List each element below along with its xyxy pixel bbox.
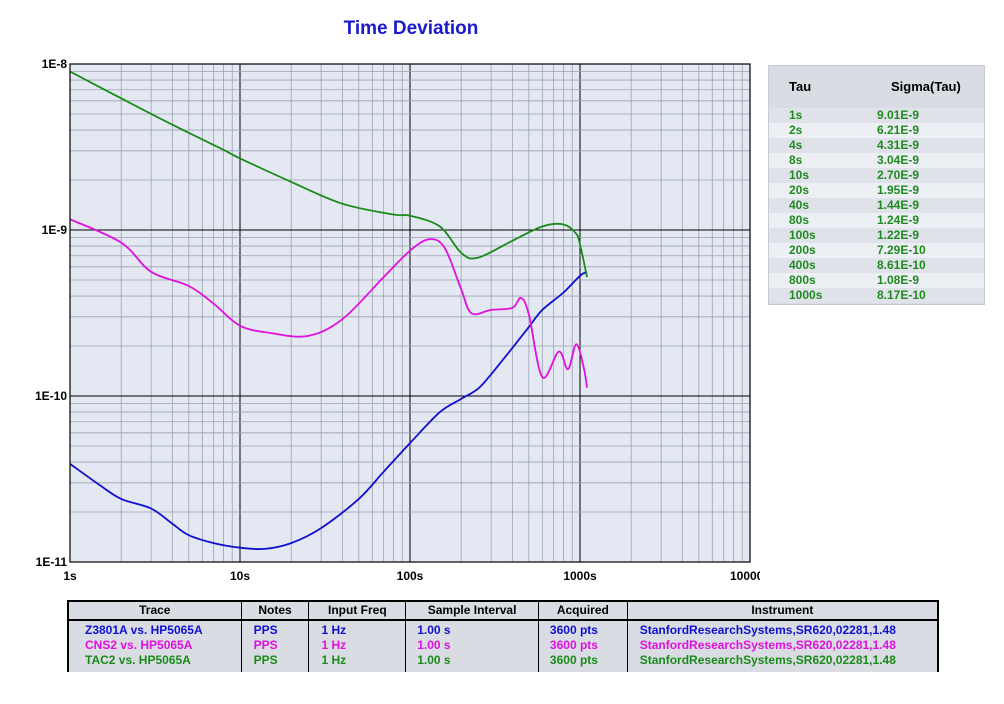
y-tick-label: 1E-8 xyxy=(42,57,68,71)
tau-value: 2s xyxy=(789,123,803,137)
tau-row: 10s 2.70E-9 xyxy=(769,168,984,183)
x-axis-ticks: 1s 10s 100s 1000s 10000s xyxy=(63,569,760,583)
header-acquired: Acquired xyxy=(539,602,628,619)
instrument-column: StanfordResearchSystems,SR620,02281,1.48… xyxy=(628,621,937,672)
tau-row: 4s 4.31E-9 xyxy=(769,138,984,153)
trace-cell-sample-interval: 1.00 s xyxy=(417,623,451,637)
chart-title: Time Deviation xyxy=(343,18,479,39)
tau-row: 20s 1.95E-9 xyxy=(769,183,984,198)
tau-value: 100s xyxy=(789,228,816,242)
series-line-1 xyxy=(69,270,588,551)
trace-cell-trace: CNS2 vs. HP5065A xyxy=(85,638,193,652)
trace-cell-acquired: 3600 pts xyxy=(549,638,598,652)
sigma-value: 8.61E-10 xyxy=(877,258,926,272)
sigma-value: 4.31E-9 xyxy=(877,138,920,152)
sigma-value: 8.17E-10 xyxy=(877,288,926,302)
sigma-value: 2.70E-9 xyxy=(877,168,920,182)
sigma-value: 7.29E-10 xyxy=(877,243,926,257)
tau-value: 40s xyxy=(789,198,810,212)
tau-value: 200s xyxy=(789,243,816,257)
tau-value: 400s xyxy=(789,258,816,272)
trace-cell-trace: Z3801A vs. HP5065A xyxy=(85,623,203,637)
y-tick-label: 1E-9 xyxy=(42,223,68,237)
trace-cell-input-freq: 1 Hz xyxy=(321,623,347,637)
trace-cell-input-freq: 1 Hz xyxy=(321,653,347,667)
sigma-value: 6.21E-9 xyxy=(877,123,920,137)
sample-interval-column: 1.00 s 1.00 s 1.00 s xyxy=(406,621,539,672)
x-tick-label: 10s xyxy=(230,569,250,583)
sigma-value: 3.04E-9 xyxy=(877,153,920,167)
tau-row: 40s 1.44E-9 xyxy=(769,198,984,213)
tau-value: 20s xyxy=(789,183,810,197)
y-axis-ticks: 1E-8 1E-9 1E-10 1E-11 xyxy=(35,57,67,569)
tau-row: 100s 1.22E-9 xyxy=(769,228,984,243)
plot-frame xyxy=(69,63,751,563)
series-layer xyxy=(69,70,588,551)
sigma-header: Sigma(Tau) xyxy=(891,78,961,94)
series-line-3 xyxy=(69,70,588,278)
trace-cell-instrument: StanfordResearchSystems,SR620,02281,1.48 xyxy=(639,653,896,667)
x-tick-label: 1000s xyxy=(563,569,597,583)
trace-cell-acquired: 3600 pts xyxy=(549,653,598,667)
tau-value: 80s xyxy=(789,213,810,227)
trace-cell-notes: PPS xyxy=(253,623,278,637)
tau-value: 4s xyxy=(789,138,803,152)
sigma-value: 9.01E-9 xyxy=(877,108,920,122)
series-line-2 xyxy=(69,218,588,388)
tau-value: 1000s xyxy=(789,288,823,302)
sigma-value: 1.24E-9 xyxy=(877,213,920,227)
trace-table-header: Trace Notes Input Freq Sample Interval A… xyxy=(69,602,937,621)
header-sample-interval: Sample Interval xyxy=(406,602,539,619)
header-instrument: Instrument xyxy=(751,603,814,617)
tau-header: Tau xyxy=(789,78,812,94)
tau-value: 800s xyxy=(789,273,816,287)
trace-cell-acquired: 3600 pts xyxy=(549,623,598,637)
x-tick-label: 1s xyxy=(63,569,77,583)
tau-row: 1000s 8.17E-10 xyxy=(769,288,984,303)
plot-area: 1s 10s 100s 1000s 10000s 1E-8 1E-9 1E-10 1E-11 xyxy=(35,57,760,583)
trace-cell-notes: PPS xyxy=(253,653,278,667)
trace-cell-notes: PPS xyxy=(253,638,278,652)
trace-cell-input-freq: 1 Hz xyxy=(321,638,347,652)
y-tick-label: 1E-11 xyxy=(36,555,68,569)
header-trace: Trace xyxy=(69,602,242,619)
tau-sigma-table: Tau Sigma(Tau) 1s 9.01E-9 2s 6.21E-9 4s 4.31E… xyxy=(768,65,985,305)
tau-row: 80s 1.24E-9 xyxy=(769,213,984,228)
tau-value: 8s xyxy=(789,153,803,167)
trace-cell-sample-interval: 1.00 s xyxy=(417,638,451,652)
x-tick-label: 100s xyxy=(397,569,424,583)
tau-table-header: Tau Sigma(Tau) xyxy=(769,66,984,106)
trace-table: Trace Notes Input Freq Sample Interval A… xyxy=(67,600,939,672)
trace-column: Z3801A vs. HP5065A CNS2 vs. HP5065A TAC2 v… xyxy=(69,621,242,672)
x-tick-label: 10000s xyxy=(730,569,760,583)
trace-cell-instrument: StanfordResearchSystems,SR620,02281,1.48 xyxy=(639,623,896,637)
acquired-column: 3600 pts 3600 pts 3600 pts xyxy=(539,621,628,672)
tau-value: 1s xyxy=(789,108,803,122)
tau-row: 1s 9.01E-9 xyxy=(769,108,984,123)
sigma-value: 1.22E-9 xyxy=(877,228,920,242)
tau-row: 2s 6.21E-9 xyxy=(769,123,984,138)
tau-value: 10s xyxy=(789,168,810,182)
y-tick-label: 1E-10 xyxy=(35,389,67,403)
tau-table-rows: 1s 9.01E-9 2s 6.21E-9 4s 4.31E-9 8s 3.04E-9 10s 2… xyxy=(769,108,984,303)
tau-row: 800s 1.08E-9 xyxy=(769,273,984,288)
sigma-value: 1.44E-9 xyxy=(877,198,920,212)
header-notes: Notes xyxy=(242,602,310,619)
trace-cell-instrument: StanfordResearchSystems,SR620,02281,1.48 xyxy=(639,638,896,652)
sigma-value: 1.08E-9 xyxy=(877,273,920,287)
trace-table-body: Z3801A vs. HP5065A CNS2 vs. HP5065A TAC2 v… xyxy=(69,621,937,672)
trace-cell-sample-interval: 1.00 s xyxy=(417,653,451,667)
header-input-freq: Input Freq xyxy=(309,602,407,619)
tau-row: 200s 7.29E-10 xyxy=(769,243,984,258)
tau-row: 400s 8.61E-10 xyxy=(769,258,984,273)
tau-row: 8s 3.04E-9 xyxy=(769,153,984,168)
notes-column: PPS PPS PPS xyxy=(242,621,310,672)
input-freq-column: 1 Hz 1 Hz 1 Hz xyxy=(309,621,407,672)
sigma-value: 1.95E-9 xyxy=(877,183,920,197)
trace-cell-trace: TAC2 vs. HP5065A xyxy=(85,653,191,667)
